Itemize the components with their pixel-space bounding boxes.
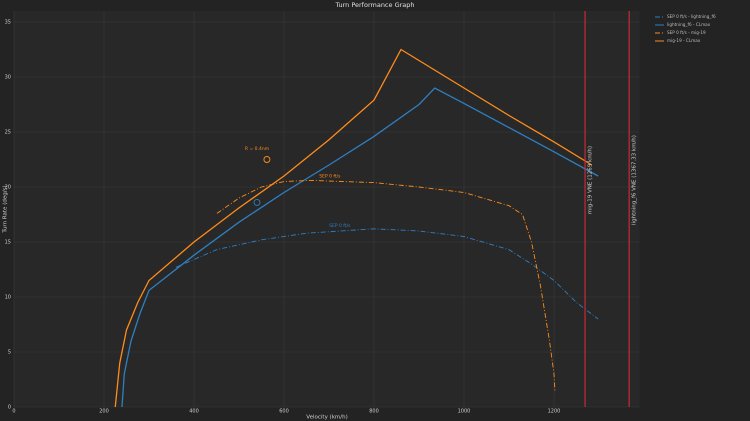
x-tick-label: 1200 bbox=[548, 409, 561, 415]
vne-label: lightning_f6 VNE (1367.33 km/h) bbox=[632, 135, 638, 225]
annotation: SEP 0 ft/s bbox=[319, 174, 341, 180]
y-tick-label: 30 bbox=[5, 75, 11, 81]
x-tick-label: 400 bbox=[189, 409, 199, 415]
annotation: R = 0.4nm bbox=[245, 146, 269, 152]
y-tick-label: 0 bbox=[8, 405, 11, 411]
series-line bbox=[175, 228, 599, 320]
legend-label: mig-19 - CLmax bbox=[667, 38, 701, 43]
chart-title: Turn Performance Graph bbox=[334, 1, 414, 9]
x-tick-label: 200 bbox=[99, 409, 109, 415]
legend-label: SEP 0 ft/s - mig-19 bbox=[667, 30, 706, 35]
y-tick-label: 20 bbox=[5, 185, 11, 191]
x-axis-label: Velocity (km/h) bbox=[306, 415, 348, 421]
y-tick-label: 10 bbox=[5, 295, 11, 301]
y-tick-label: 35 bbox=[5, 20, 11, 26]
series-line bbox=[121, 87, 599, 408]
y-tick-label: 5 bbox=[8, 350, 11, 356]
legend-label: SEP 0 ft/s - lightning_f6 bbox=[667, 14, 716, 19]
y-axis-label: Turn Rate (deg/s) bbox=[3, 185, 9, 233]
plot-area bbox=[14, 11, 640, 407]
annotation: SEP 0 ft/s bbox=[329, 223, 351, 229]
corner-marker bbox=[263, 156, 271, 163]
corner-marker bbox=[253, 198, 261, 206]
vne-label: mig-19 VNE (1269 km/h) bbox=[588, 146, 594, 214]
series-line bbox=[114, 48, 593, 408]
legend-label: lightning_f6 - CLmax bbox=[667, 22, 711, 27]
x-tick-label: 600 bbox=[279, 409, 289, 415]
x-tick-label: 0 bbox=[12, 409, 15, 415]
y-tick-label: 25 bbox=[5, 130, 11, 136]
x-tick-label: 800 bbox=[369, 409, 379, 415]
x-tick-label: 1000 bbox=[458, 409, 471, 415]
y-tick-label: 15 bbox=[5, 240, 11, 246]
